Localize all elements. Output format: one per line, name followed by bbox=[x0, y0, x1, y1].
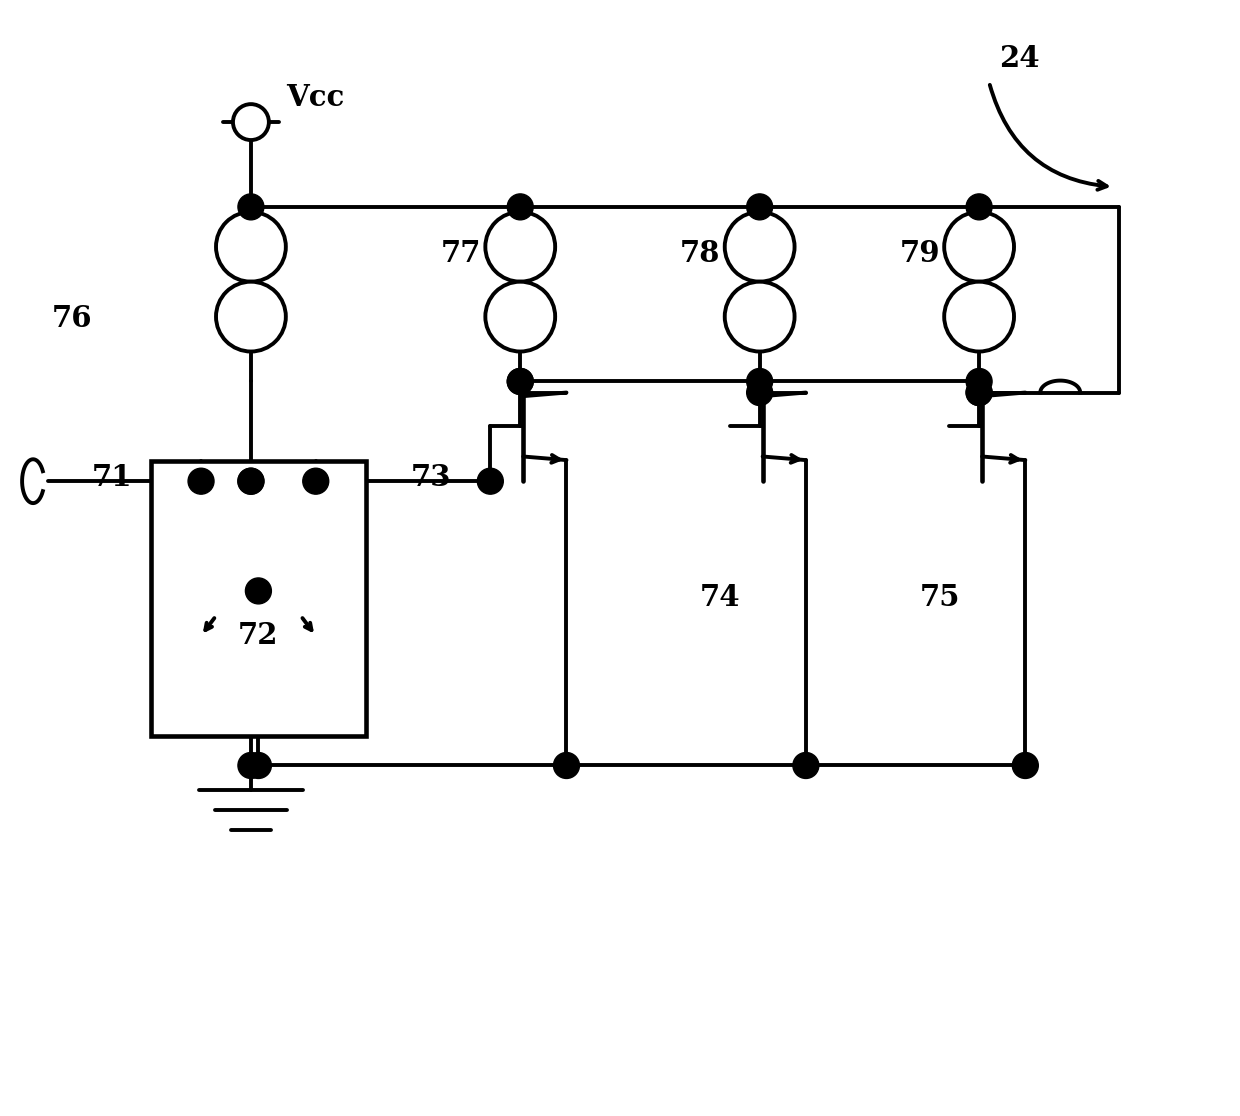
Text: 71: 71 bbox=[92, 463, 131, 492]
Text: 75: 75 bbox=[919, 583, 960, 612]
Circle shape bbox=[966, 368, 992, 394]
Circle shape bbox=[724, 212, 795, 281]
Circle shape bbox=[792, 752, 818, 779]
Circle shape bbox=[485, 281, 556, 352]
Text: 74: 74 bbox=[699, 583, 740, 612]
Text: 76: 76 bbox=[51, 304, 92, 333]
Circle shape bbox=[216, 212, 286, 281]
Circle shape bbox=[238, 469, 264, 494]
Circle shape bbox=[246, 752, 272, 779]
Circle shape bbox=[724, 281, 795, 352]
Circle shape bbox=[233, 104, 269, 140]
Circle shape bbox=[553, 752, 579, 779]
Circle shape bbox=[966, 379, 992, 405]
Circle shape bbox=[485, 212, 556, 281]
Circle shape bbox=[477, 469, 503, 494]
Circle shape bbox=[238, 469, 264, 494]
Circle shape bbox=[944, 281, 1014, 352]
Bar bbox=[151, 461, 366, 735]
Text: 24: 24 bbox=[999, 45, 1039, 74]
Circle shape bbox=[507, 368, 533, 394]
Circle shape bbox=[507, 368, 533, 394]
Circle shape bbox=[216, 281, 286, 352]
Circle shape bbox=[303, 469, 329, 494]
Circle shape bbox=[746, 368, 773, 394]
Text: 77: 77 bbox=[440, 239, 481, 268]
Text: 72: 72 bbox=[238, 622, 278, 651]
Circle shape bbox=[1012, 752, 1038, 779]
Circle shape bbox=[507, 194, 533, 220]
Circle shape bbox=[944, 212, 1014, 281]
Text: 78: 78 bbox=[680, 239, 720, 268]
Text: 79: 79 bbox=[899, 239, 940, 268]
Circle shape bbox=[966, 379, 992, 405]
Text: Vcc: Vcc bbox=[286, 83, 343, 112]
Circle shape bbox=[188, 469, 215, 494]
Circle shape bbox=[238, 194, 264, 220]
Circle shape bbox=[746, 379, 773, 405]
Circle shape bbox=[746, 194, 773, 220]
Circle shape bbox=[966, 194, 992, 220]
Circle shape bbox=[246, 578, 272, 604]
Text: 73: 73 bbox=[410, 463, 451, 492]
Circle shape bbox=[238, 752, 264, 779]
